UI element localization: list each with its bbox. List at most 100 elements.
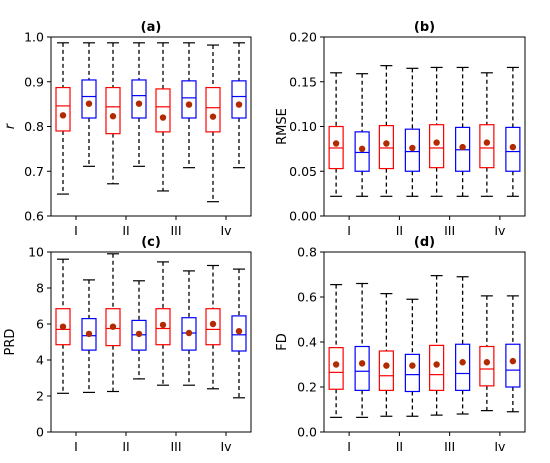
y-tick-label: 0.8 bbox=[24, 119, 44, 134]
panel-title: (b) bbox=[414, 20, 435, 35]
y-axis-label: RMSE bbox=[275, 108, 290, 145]
box-II-blue bbox=[404, 67, 420, 197]
x-tick-label: Iv bbox=[494, 223, 506, 238]
box-body bbox=[205, 86, 221, 133]
mean-marker bbox=[235, 328, 243, 335]
mean-marker bbox=[459, 143, 466, 151]
y-tick-label: 10 bbox=[28, 245, 44, 260]
box-II-red bbox=[105, 42, 121, 185]
x-tick-label: II bbox=[122, 439, 129, 454]
box-body bbox=[231, 80, 247, 119]
panel-title: (d) bbox=[414, 235, 435, 250]
mean-marker bbox=[109, 113, 117, 120]
mean-marker bbox=[209, 113, 217, 120]
mean-marker bbox=[135, 330, 143, 338]
box-body bbox=[328, 347, 344, 390]
box-body bbox=[378, 125, 394, 170]
y-tick-label: 8 bbox=[36, 281, 44, 296]
box-body bbox=[429, 344, 445, 391]
box-Iv-red bbox=[205, 264, 221, 390]
box-body bbox=[455, 343, 471, 391]
panel-title: (a) bbox=[141, 20, 162, 35]
x-tick-label: II bbox=[122, 223, 129, 238]
box-Iv-red bbox=[479, 295, 495, 412]
mean-marker bbox=[135, 100, 143, 107]
box-II-blue bbox=[131, 42, 147, 167]
x-tick-label: III bbox=[444, 439, 455, 454]
panel-title: (c) bbox=[141, 235, 161, 250]
box-III-red bbox=[155, 42, 171, 192]
mean-marker bbox=[332, 361, 340, 368]
box-III-blue bbox=[455, 66, 471, 197]
mean-marker bbox=[85, 330, 93, 338]
box-Iv-red bbox=[205, 44, 221, 203]
mean-marker bbox=[409, 144, 416, 152]
x-tick-label: II bbox=[396, 439, 403, 454]
box-Iv-blue bbox=[231, 268, 247, 399]
x-tick-label: Iv bbox=[494, 439, 506, 454]
y-axis-label: r bbox=[3, 122, 18, 129]
box-body bbox=[429, 124, 445, 169]
x-tick-label: I bbox=[347, 439, 351, 454]
y-tick-label: 2 bbox=[36, 389, 44, 404]
x-tick-label: I bbox=[347, 223, 351, 238]
box-body bbox=[505, 343, 521, 388]
y-tick-label: 0.9 bbox=[24, 74, 44, 89]
box-body bbox=[155, 88, 171, 133]
box-body bbox=[55, 86, 71, 132]
box-III-blue bbox=[455, 276, 471, 415]
mean-marker bbox=[185, 101, 193, 108]
y-tick-label: 0.6 bbox=[297, 290, 317, 305]
mean-marker bbox=[509, 357, 517, 365]
y-tick-label: 0.6 bbox=[24, 209, 44, 224]
box-III-blue bbox=[181, 270, 197, 386]
mean-marker bbox=[85, 100, 93, 107]
mean-marker bbox=[433, 361, 440, 368]
panel-a: (a)0.60.70.80.91.0rI II III Iv bbox=[3, 20, 252, 238]
mean-marker bbox=[433, 139, 440, 146]
box-body bbox=[378, 350, 394, 391]
mean-marker bbox=[358, 145, 366, 153]
box-I-red bbox=[55, 258, 71, 394]
y-tick-label: 0.05 bbox=[289, 164, 317, 179]
mean-marker bbox=[383, 362, 390, 369]
box-I-blue bbox=[81, 279, 97, 393]
x-tick-label: I bbox=[74, 223, 78, 238]
mean-marker bbox=[483, 139, 491, 146]
x-tick-label: II bbox=[396, 223, 403, 238]
x-tick-label: III bbox=[444, 223, 455, 238]
y-tick-label: 6 bbox=[36, 317, 44, 332]
box-III-red bbox=[429, 66, 445, 197]
mean-marker bbox=[383, 140, 390, 147]
mean-marker bbox=[159, 321, 167, 329]
mean-marker bbox=[209, 320, 217, 328]
box-Iv-blue bbox=[505, 66, 521, 197]
y-tick-label: 4 bbox=[36, 353, 44, 368]
box-body bbox=[181, 80, 197, 119]
box-I-red bbox=[328, 284, 344, 418]
x-tick-label: III bbox=[170, 223, 181, 238]
box-III-red bbox=[429, 275, 445, 416]
y-tick-label: 0.0 bbox=[297, 425, 317, 440]
y-tick-label: 0.00 bbox=[289, 209, 317, 224]
y-tick-label: 1.0 bbox=[24, 30, 44, 45]
y-tick-label: 0.2 bbox=[297, 380, 317, 395]
box-Iv-blue bbox=[505, 295, 521, 413]
mean-marker bbox=[235, 101, 243, 108]
axes-frame bbox=[50, 36, 252, 217]
mean-marker bbox=[483, 359, 491, 366]
box-I-blue bbox=[354, 282, 370, 418]
box-II-red bbox=[378, 293, 394, 417]
box-II-blue bbox=[131, 280, 147, 380]
y-tick-label: 0 bbox=[36, 425, 44, 440]
x-tick-label: Iv bbox=[220, 223, 232, 238]
box-body bbox=[131, 79, 147, 119]
box-body bbox=[479, 124, 495, 169]
mean-marker bbox=[358, 360, 366, 367]
box-I-blue bbox=[354, 73, 370, 197]
box-body bbox=[81, 79, 97, 119]
box-I-blue bbox=[81, 42, 97, 167]
box-III-blue bbox=[181, 42, 197, 169]
